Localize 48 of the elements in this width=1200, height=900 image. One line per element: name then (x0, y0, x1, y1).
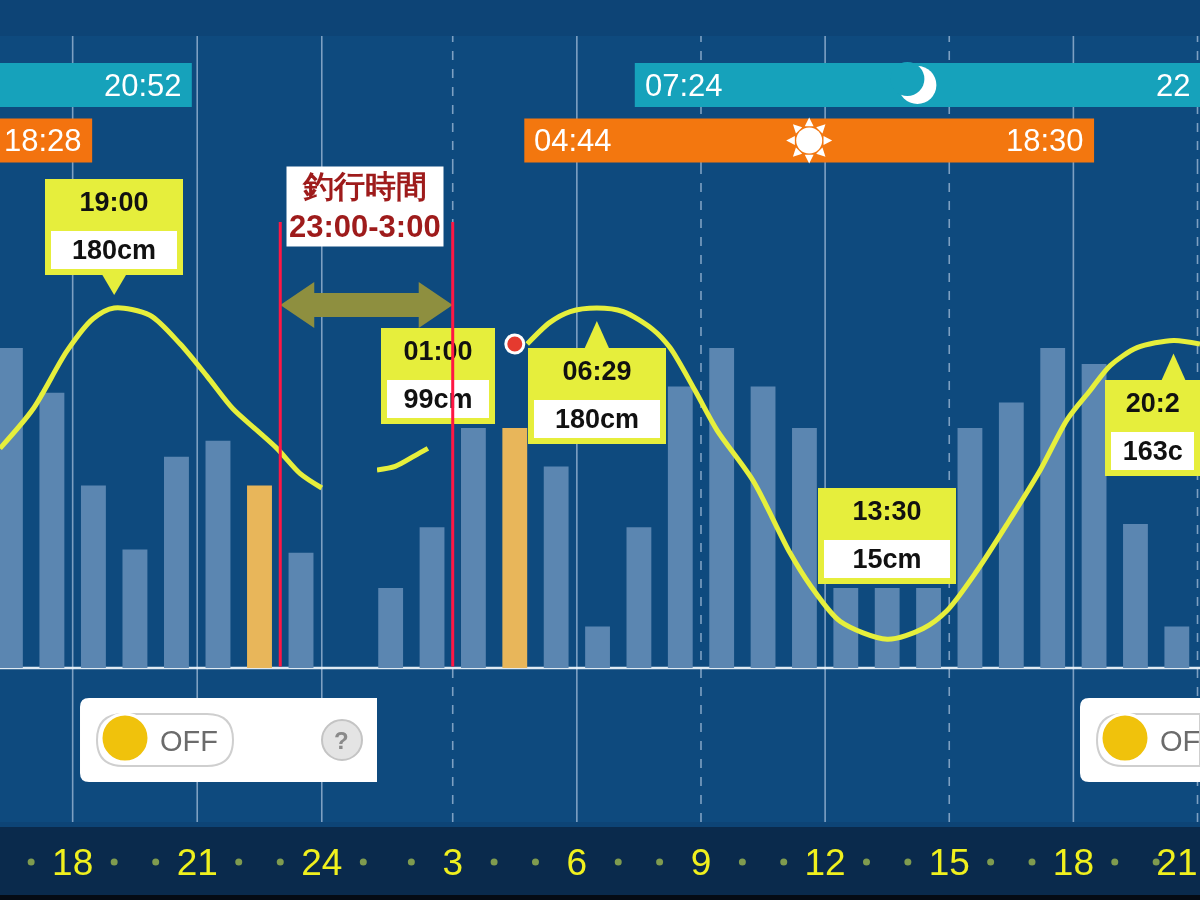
x-tick-label: 3 (442, 842, 464, 883)
annotation: 07:24 (645, 68, 723, 103)
bar (502, 428, 528, 668)
annotation: 20:2 163c (1122, 388, 1183, 466)
bar (667, 386, 693, 668)
bar (833, 588, 859, 668)
bar (288, 552, 314, 668)
bar (122, 549, 148, 668)
x-tick-label: 15 (928, 842, 970, 883)
bar (998, 402, 1024, 668)
x-tick-label: 18 (52, 842, 94, 883)
bar (1040, 348, 1066, 668)
bar (419, 527, 445, 668)
annotation: 18:28 (4, 123, 82, 158)
annotation: 06:29 180cm (554, 356, 640, 434)
annotation: 22 (1156, 68, 1191, 103)
x-tick-label: 21 (176, 842, 218, 883)
bar (585, 626, 610, 668)
bar (1081, 364, 1107, 668)
bar (957, 428, 983, 668)
bar (164, 456, 189, 668)
bar (543, 466, 569, 668)
x-tick-label: 9 (690, 842, 712, 883)
annotation: 19:00 180cm (71, 187, 157, 265)
bar (709, 348, 735, 668)
bar (750, 386, 776, 668)
annotation: 20:52 (104, 68, 182, 103)
bar (80, 485, 106, 668)
bar (247, 485, 272, 668)
bar (205, 440, 231, 668)
bar (916, 588, 941, 668)
annotation: 13:30 15cm (852, 496, 922, 574)
annotation: 18:30 (1006, 123, 1084, 158)
x-tick-label: 12 (804, 842, 846, 883)
bar (626, 527, 652, 668)
bar (1164, 626, 1190, 668)
bar (874, 588, 900, 668)
bar (39, 392, 65, 668)
x-tick-label: 21 (1156, 842, 1198, 883)
bar (1123, 524, 1148, 668)
x-tick-label: 6 (566, 842, 588, 883)
x-tick-label: 24 (301, 842, 343, 883)
text: 釣行時間 23:00-3:00 (289, 169, 441, 245)
bar (378, 588, 404, 668)
bar (461, 428, 486, 668)
bar (792, 428, 817, 668)
annotation: 04:44 (534, 123, 612, 158)
x-tick-label: 18 (1052, 842, 1094, 883)
